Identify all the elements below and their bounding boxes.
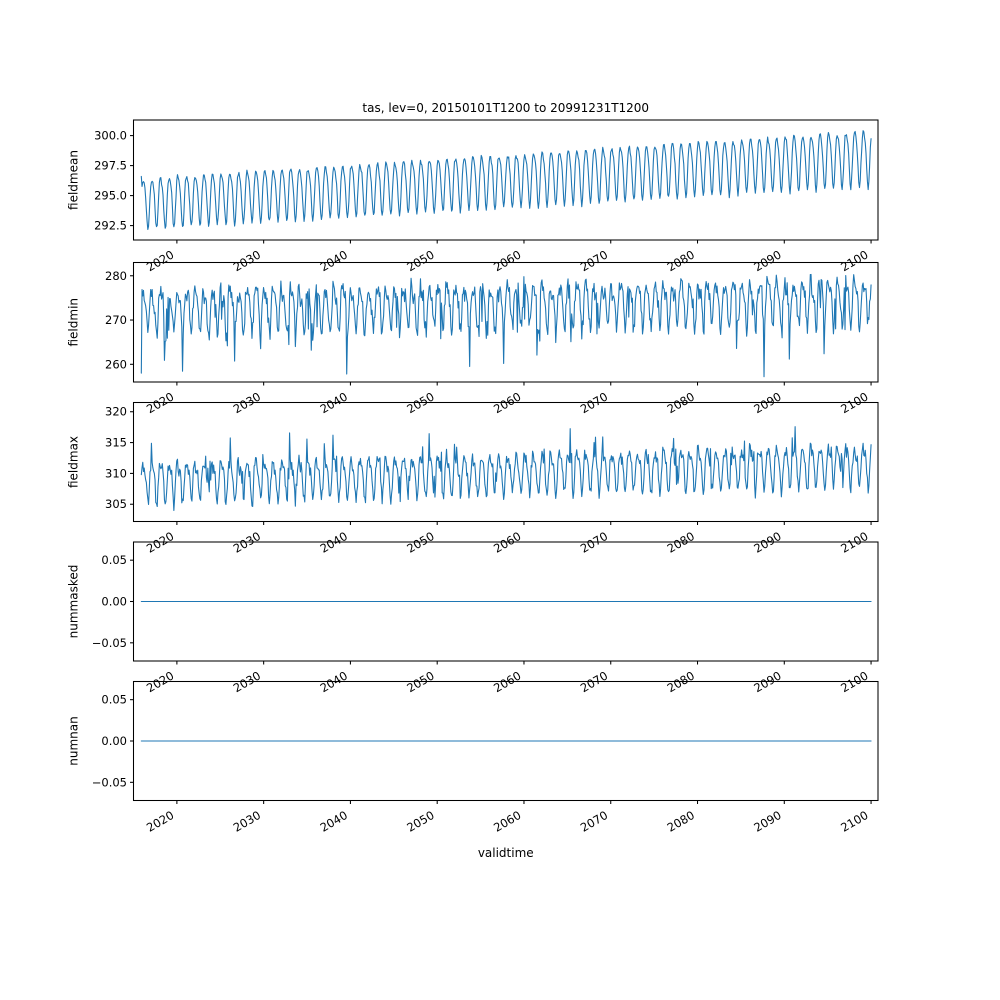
xtick-label-fieldmin-6: 2080 (665, 389, 697, 416)
xtick-label-numnan-5: 2070 (578, 808, 610, 835)
subplot-fieldmax: 305 310 315 320 2020 2030 2040 2050 2060 2070 2080… (67, 401, 879, 556)
xtick-label-nummasked-8: 2100 (838, 668, 870, 695)
xtick-label-fieldmean-2: 2040 (318, 247, 350, 274)
ylabel-fieldmax: fieldmax (67, 436, 81, 488)
ylabel-fieldmin: fieldmin (67, 298, 81, 347)
xtick-label-nummasked-2: 2040 (318, 668, 350, 695)
xtick-label-numnan-3: 2050 (404, 808, 436, 835)
xtick-label-fieldmin-4: 2060 (491, 389, 523, 416)
xtick-label-fieldmean-7: 2090 (751, 247, 783, 274)
xtick-label-numnan-7: 2090 (751, 808, 783, 835)
xtick-label-fieldmax-1: 2030 (231, 529, 263, 556)
xtick-label-numnan-2: 2040 (318, 808, 350, 835)
ytick-label-numnan-0: −0.05 (92, 775, 127, 789)
xtick-label-nummasked-0: 2020 (144, 668, 176, 695)
xtick-label-fieldmean-6: 2080 (665, 247, 697, 274)
axes-frame-fieldmin (132, 261, 879, 383)
xlabel: validtime (478, 846, 534, 860)
xtick-label-fieldmean-3: 2050 (404, 247, 436, 274)
axes-frame-fieldmean (132, 119, 879, 241)
xtick-label-fieldmin-2: 2040 (318, 389, 350, 416)
xtick-label-fieldmean-5: 2070 (578, 247, 610, 274)
xtick-label-fieldmin-5: 2070 (578, 389, 610, 416)
ytick-label-nummasked-2: 0.05 (101, 553, 127, 567)
xtick-label-fieldmean-0: 2020 (144, 247, 176, 274)
ytick-label-fieldmin-2: 280 (105, 269, 127, 283)
xtick-label-fieldmax-7: 2090 (751, 529, 783, 556)
ytick-label-nummasked-1: 0.00 (101, 595, 127, 609)
xtick-label-fieldmean-4: 2060 (491, 247, 523, 274)
xtick-label-numnan-8: 2100 (838, 808, 870, 835)
xtick-label-numnan-4: 2060 (491, 808, 523, 835)
ytick-label-fieldmax-3: 320 (105, 405, 127, 419)
xtick-label-fieldmin-3: 2050 (404, 389, 436, 416)
ylabel-fieldmean: fieldmean (67, 150, 81, 210)
xtick-label-fieldmax-0: 2020 (144, 529, 176, 556)
xtick-label-fieldmin-1: 2030 (231, 389, 263, 416)
subplot-fieldmean: 292.5 295.0 297.5 300.0 2020 2030 2040 2050 2060… (67, 119, 879, 274)
xtick-label-fieldmean-8: 2100 (838, 247, 870, 274)
ylabel-nummasked: nummasked (67, 565, 81, 639)
xtick-label-fieldmin-0: 2020 (144, 389, 176, 416)
xtick-label-numnan-1: 2030 (231, 808, 263, 835)
xtick-label-numnan-6: 2080 (665, 808, 697, 835)
subplot-nummasked: −0.05 0.00 0.05 2020 2030 2040 2050 2060 2070 208… (67, 541, 879, 695)
ytick-label-fieldmin-0: 260 (105, 357, 127, 371)
xtick-label-nummasked-3: 2050 (404, 668, 436, 695)
subplot-numnan: −0.05 0.00 0.05 2020 2030 2040 2050 2060 2070 208… (67, 680, 879, 835)
ytick-label-fieldmax-0: 305 (105, 497, 127, 511)
xtick-label-fieldmax-8: 2100 (838, 529, 870, 556)
xtick-label-fieldmax-2: 2040 (318, 529, 350, 556)
xtick-label-fieldmin-8: 2100 (838, 389, 870, 416)
ytick-label-fieldmean-3: 300.0 (94, 129, 127, 143)
ytick-label-numnan-1: 0.00 (101, 734, 127, 748)
xtick-label-nummasked-5: 2070 (578, 668, 610, 695)
xtick-label-nummasked-7: 2090 (751, 668, 783, 695)
data-line-fieldmax (140, 426, 872, 511)
ytick-label-fieldmean-0: 292.5 (94, 219, 127, 233)
ytick-label-numnan-2: 0.05 (101, 693, 127, 707)
data-line-fieldmin (140, 273, 872, 378)
ytick-label-fieldmin-1: 270 (105, 313, 127, 327)
xtick-label-nummasked-6: 2080 (665, 668, 697, 695)
xtick-label-fieldmax-6: 2080 (665, 529, 697, 556)
figure-title: tas, lev=0, 20150101T1200 to 20991231T12… (362, 101, 649, 115)
ytick-label-nummasked-0: −0.05 (92, 636, 127, 650)
xtick-label-nummasked-1: 2030 (231, 668, 263, 695)
xtick-label-nummasked-4: 2060 (491, 668, 523, 695)
ytick-label-fieldmean-1: 295.0 (94, 189, 127, 203)
xtick-label-fieldmax-5: 2070 (578, 529, 610, 556)
ytick-label-fieldmax-1: 310 (105, 466, 127, 480)
ylabel-numnan: numnan (67, 716, 81, 765)
data-line-fieldmean (140, 130, 872, 231)
subplot-fieldmin: 260 270 280 2020 2030 2040 2050 2060 2070 2080 209… (67, 261, 879, 416)
xtick-label-fieldmax-3: 2050 (404, 529, 436, 556)
ytick-label-fieldmax-2: 315 (105, 436, 127, 450)
xtick-label-fieldmean-1: 2030 (231, 247, 263, 274)
ytick-label-fieldmean-2: 297.5 (94, 159, 127, 173)
xtick-label-numnan-0: 2020 (144, 808, 176, 835)
xtick-label-fieldmin-7: 2090 (751, 389, 783, 416)
axes-frame-fieldmax (132, 401, 879, 523)
xtick-label-fieldmax-4: 2060 (491, 529, 523, 556)
